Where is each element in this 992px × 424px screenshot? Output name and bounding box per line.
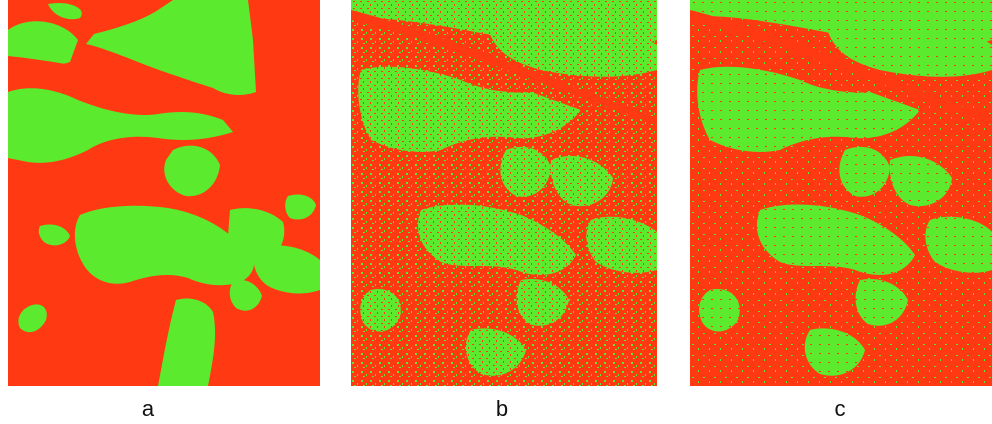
segmentation-map-a xyxy=(8,0,320,386)
segmentation-map-b xyxy=(351,0,657,386)
segmentation-panel-b xyxy=(351,0,657,386)
panel-label-b: b xyxy=(495,396,509,421)
panel-label-a: a xyxy=(141,396,155,421)
segmentation-map-c xyxy=(690,0,992,386)
segmentation-panel-a xyxy=(8,0,320,386)
segmentation-panel-c xyxy=(690,0,992,386)
panel-label-c: c xyxy=(834,396,846,421)
